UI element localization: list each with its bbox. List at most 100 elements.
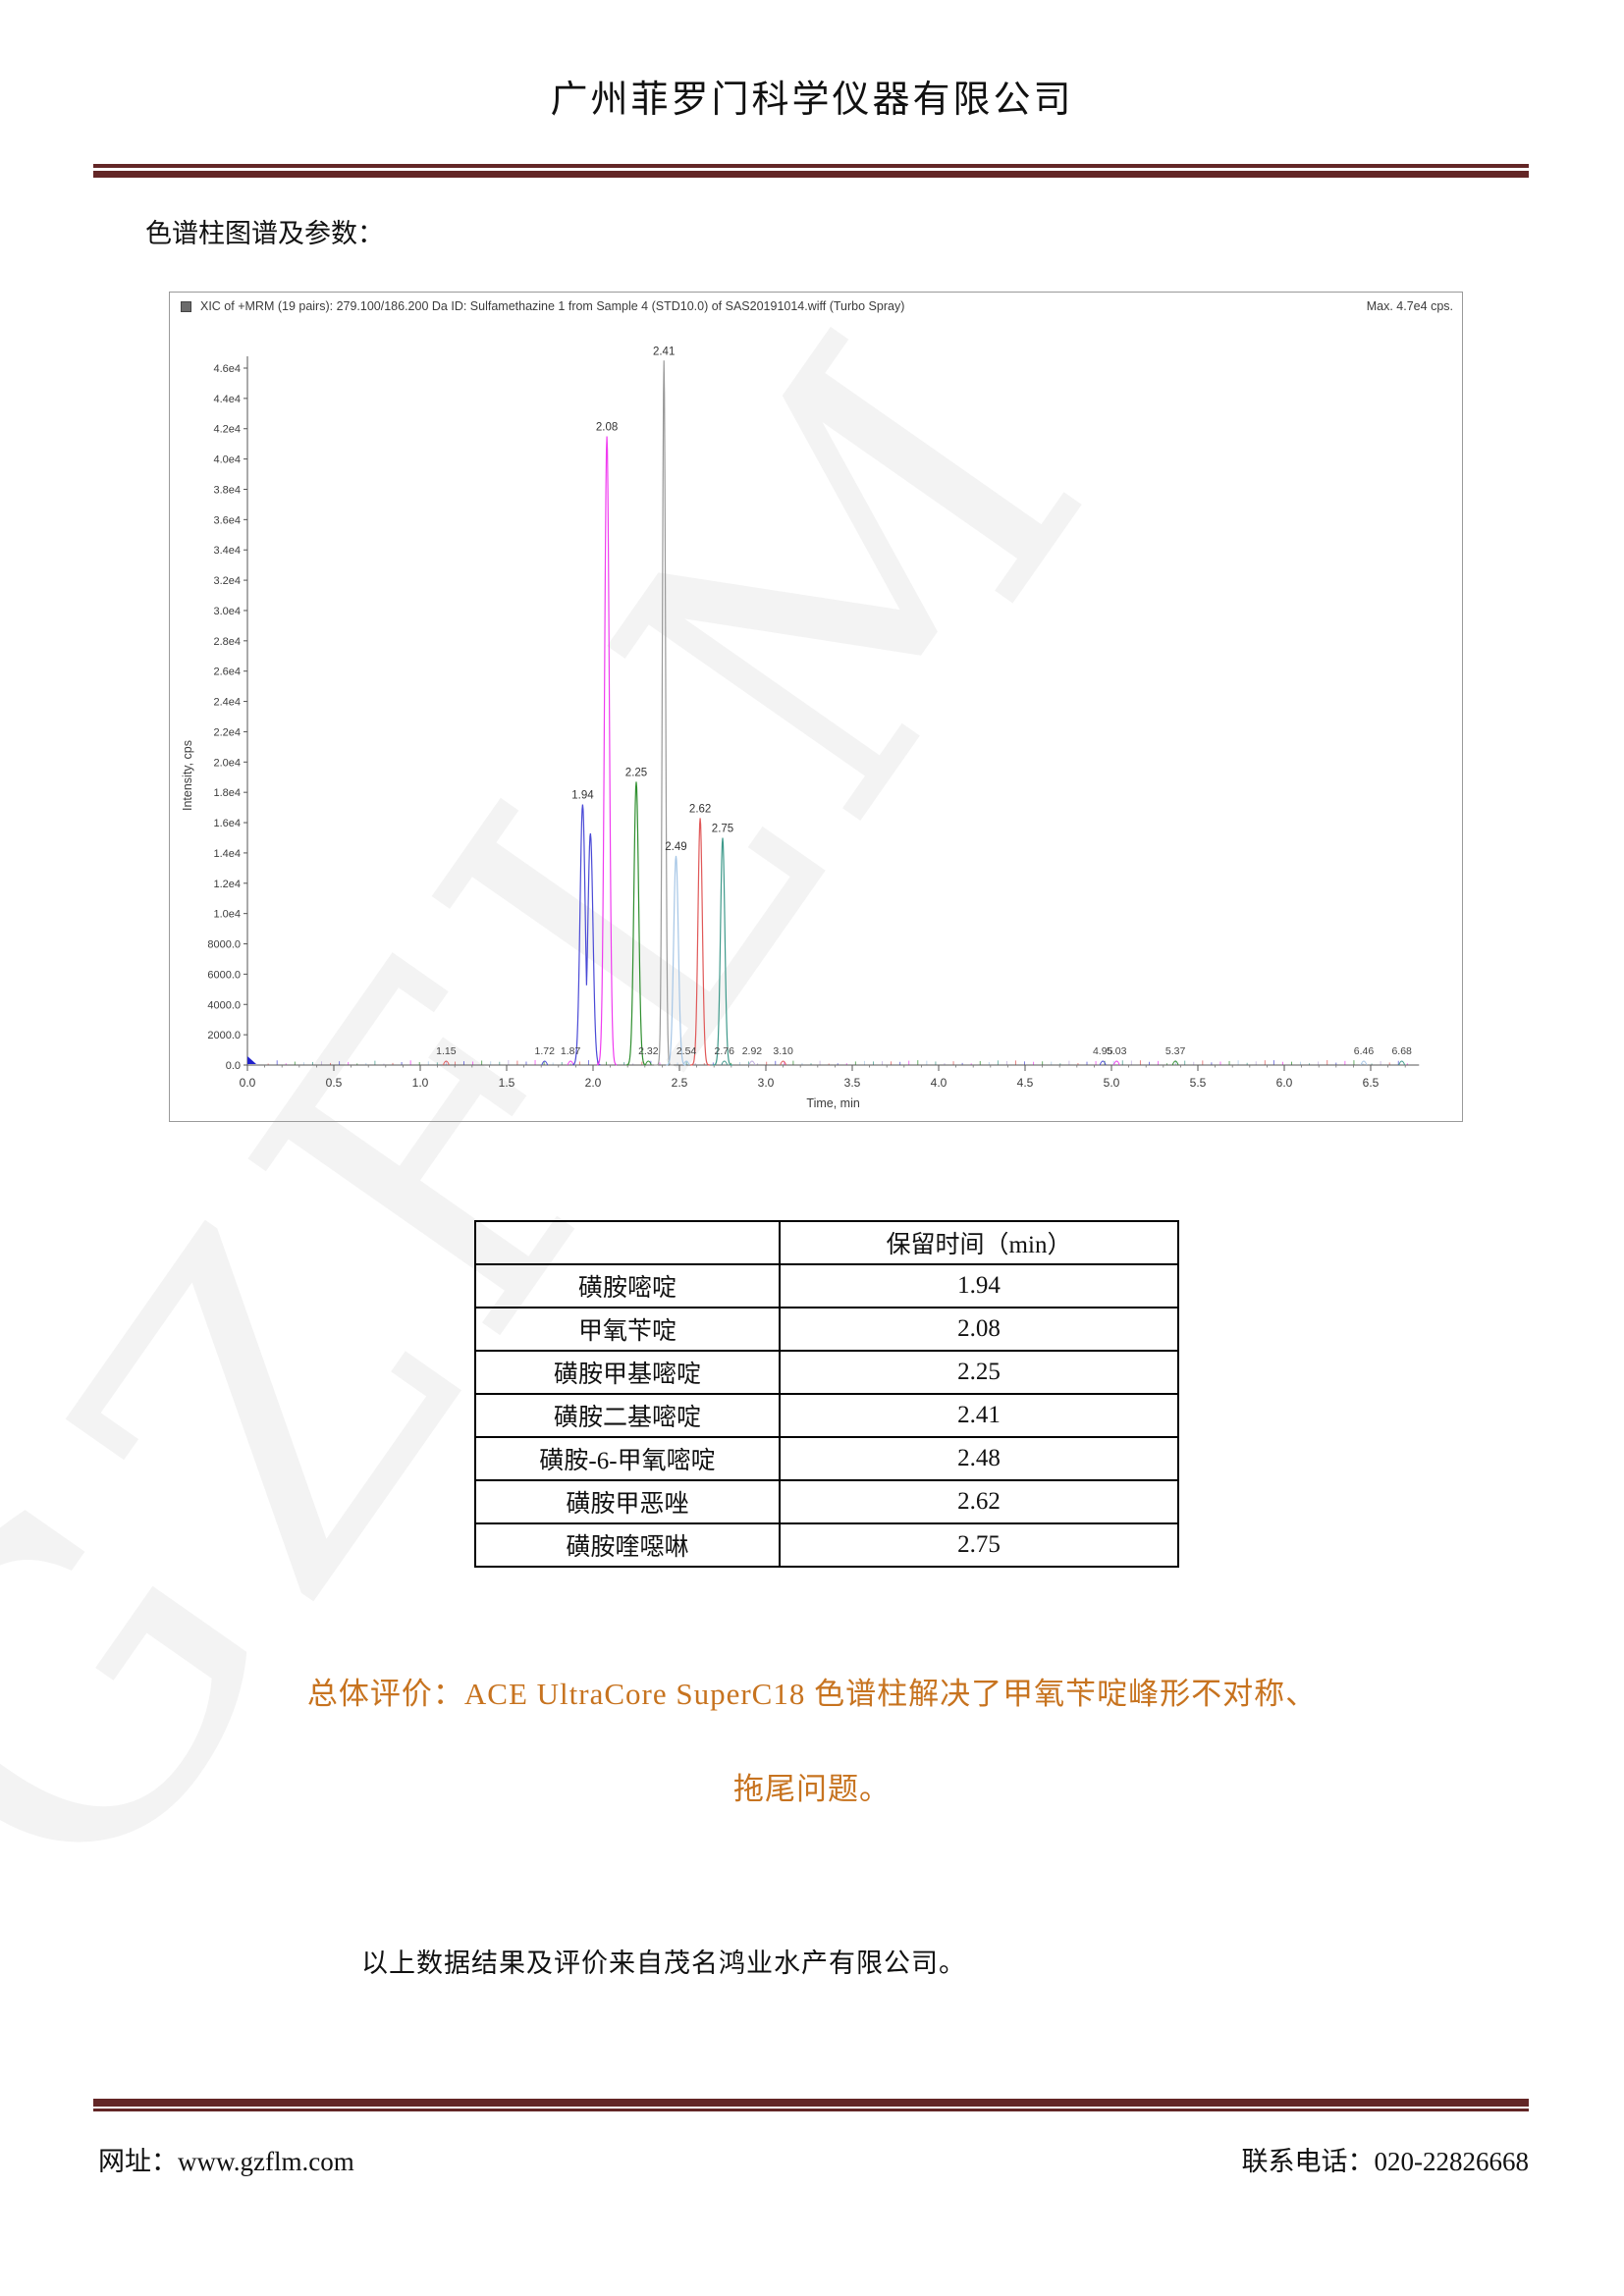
y-tick-label: 3.6e4 <box>213 514 241 526</box>
peak-trace-2.62 <box>690 818 711 1066</box>
x-tick-label: 2.5 <box>672 1076 688 1090</box>
y-tick-label: 0.0 <box>226 1060 241 1072</box>
minor-peak-label: 6.68 <box>1391 1045 1412 1057</box>
table-row: 磺胺甲恶唑 2.62 <box>474 1479 1179 1524</box>
y-tick-label: 4000.0 <box>207 999 241 1011</box>
evaluation-block: 总体评价：ACE UltraCore SuperC18 色谱柱解决了甲氧苄啶峰形… <box>0 1669 1624 1808</box>
x-tick-label: 5.5 <box>1190 1076 1207 1090</box>
minor-peak-label: 6.46 <box>1354 1045 1375 1057</box>
chromatogram-panel: XIC of +MRM (19 pairs): 279.100/186.200 … <box>169 292 1463 1122</box>
minor-peak-label: 1.15 <box>436 1045 457 1057</box>
minor-peak <box>1398 1060 1406 1066</box>
compound-name-cell: 磺胺甲恶唑 <box>474 1479 781 1524</box>
y-tick-label: 4.4e4 <box>213 394 241 405</box>
table-row: 磺胺嘧啶 1.94 <box>474 1263 1179 1308</box>
x-tick-label: 0.5 <box>326 1076 343 1090</box>
retention-time-cell: 2.08 <box>779 1307 1179 1352</box>
y-tick-label: 1.4e4 <box>213 848 241 860</box>
page-title: 广州菲罗门科学仪器有限公司 <box>550 80 1074 121</box>
y-tick-label: 2.6e4 <box>213 667 241 678</box>
footer-phone: 联系电话：020-22826668 <box>1242 2140 1530 2178</box>
y-tick-label: 3.2e4 <box>213 575 241 587</box>
minor-peak-label: 5.03 <box>1107 1045 1127 1057</box>
minor-peak <box>1112 1060 1120 1066</box>
table-row: 磺胺二基嘧啶 2.41 <box>474 1393 1179 1438</box>
chart-max-label: Max. 4.7e4 cps. <box>1366 299 1453 313</box>
y-tick-label: 2000.0 <box>207 1030 241 1041</box>
header-divider-thin-line <box>93 164 1529 168</box>
table-row: 甲氧苄啶 2.08 <box>474 1307 1179 1352</box>
y-tick-label: 2.0e4 <box>213 757 241 769</box>
minor-peak <box>567 1060 574 1066</box>
section-label: 色谱柱图谱及参数： <box>145 219 384 248</box>
minor-peak-label: 1.72 <box>535 1045 556 1057</box>
chart-title: XIC of +MRM (19 pairs): 279.100/186.200 … <box>200 299 905 313</box>
minor-peak-label: 2.76 <box>715 1045 735 1057</box>
peak-trace-2.49 <box>666 855 686 1066</box>
compound-name-cell: 磺胺喹噁啉 <box>474 1522 781 1568</box>
peak-trace-2.08 <box>596 436 618 1066</box>
table-header-retention: 保留时间（min） <box>779 1220 1179 1265</box>
y-tick-label: 3.0e4 <box>213 606 241 617</box>
peak-label: 1.94 <box>571 790 594 802</box>
footer-divider-thick-line <box>93 2099 1529 2107</box>
minor-peak-label: 2.92 <box>742 1045 763 1057</box>
minor-peak <box>1360 1060 1368 1066</box>
evaluation-line-1: 总体评价：ACE UltraCore SuperC18 色谱柱解决了甲氧苄啶峰形… <box>306 1677 1318 1711</box>
compound-name-cell: 甲氧苄啶 <box>474 1307 781 1352</box>
minor-peak-label: 1.87 <box>561 1045 581 1057</box>
minor-peak-label: 2.54 <box>677 1045 697 1057</box>
x-tick-label: 4.0 <box>931 1076 947 1090</box>
minor-peak <box>1171 1060 1179 1066</box>
retention-time-table: 保留时间（min） 磺胺嘧啶 1.94 甲氧苄啶 2.08 磺胺甲基嘧啶 2.25 磺胺二基… <box>474 1220 1179 1568</box>
y-axis-title: Intensity, cps <box>181 740 194 811</box>
footer-website: 网址：www.gzflm.com <box>98 2140 354 2178</box>
y-tick-label: 2.2e4 <box>213 726 241 738</box>
x-tick-label: 5.0 <box>1104 1076 1120 1090</box>
peak-trace-2.75 <box>713 837 732 1066</box>
x-tick-label: 3.0 <box>758 1076 775 1090</box>
minor-peak <box>1099 1060 1107 1066</box>
compound-name-cell: 磺胺嘧啶 <box>474 1263 781 1308</box>
peak-trace-2.41 <box>654 360 675 1066</box>
evaluation-line-2: 拖尾问题。 <box>733 1772 891 1806</box>
x-tick-label: 1.5 <box>499 1076 515 1090</box>
peak-trace-2.25 <box>625 781 647 1066</box>
minor-peak-label: 2.32 <box>638 1045 659 1057</box>
minor-peak-label: 4.95 <box>1093 1045 1113 1057</box>
x-tick-label: 6.5 <box>1363 1076 1380 1090</box>
table-header-row: 保留时间（min） <box>474 1220 1179 1265</box>
retention-time-cell: 2.25 <box>779 1350 1179 1395</box>
table-row: 磺胺-6-甲氧嘧啶 2.48 <box>474 1436 1179 1481</box>
retention-time-cell: 2.75 <box>779 1522 1179 1568</box>
y-tick-label: 6000.0 <box>207 969 241 981</box>
y-tick-label: 4.6e4 <box>213 363 241 375</box>
peak-label: 2.41 <box>653 346 675 357</box>
peak-label: 2.75 <box>712 823 733 834</box>
peak-label: 2.25 <box>625 767 647 778</box>
table-row: 磺胺甲基嘧啶 2.25 <box>474 1350 1179 1395</box>
attribution-text: 以上数据结果及评价来自茂名鸿业水产有限公司。 <box>361 1949 966 1978</box>
minor-peak <box>644 1060 652 1066</box>
footer-phone-number: 020-22826668 <box>1374 2147 1530 2176</box>
retention-time-cell: 1.94 <box>779 1263 1179 1308</box>
retention-time-cell: 2.62 <box>779 1479 1179 1524</box>
minor-peak <box>748 1060 756 1066</box>
peak-trace-1.94 <box>572 804 601 1066</box>
table-row: 磺胺喹噁啉 2.75 <box>474 1522 1179 1568</box>
minor-peak-label: 3.10 <box>773 1045 793 1057</box>
x-tick-label: 1.0 <box>412 1076 429 1090</box>
y-tick-label: 1.8e4 <box>213 787 241 799</box>
x-tick-label: 3.5 <box>844 1076 861 1090</box>
y-tick-label: 1.2e4 <box>213 879 241 890</box>
x-tick-label: 2.0 <box>585 1076 602 1090</box>
minor-peak <box>541 1060 549 1066</box>
y-tick-label: 1.0e4 <box>213 909 241 921</box>
peak-label: 2.62 <box>689 803 711 815</box>
y-tick-label: 1.6e4 <box>213 818 241 829</box>
table-header-name <box>474 1220 781 1265</box>
x-tick-label: 0.0 <box>240 1076 256 1090</box>
peak-label: 2.08 <box>596 421 618 433</box>
y-tick-label: 3.4e4 <box>213 545 241 557</box>
minor-peak <box>442 1060 450 1066</box>
